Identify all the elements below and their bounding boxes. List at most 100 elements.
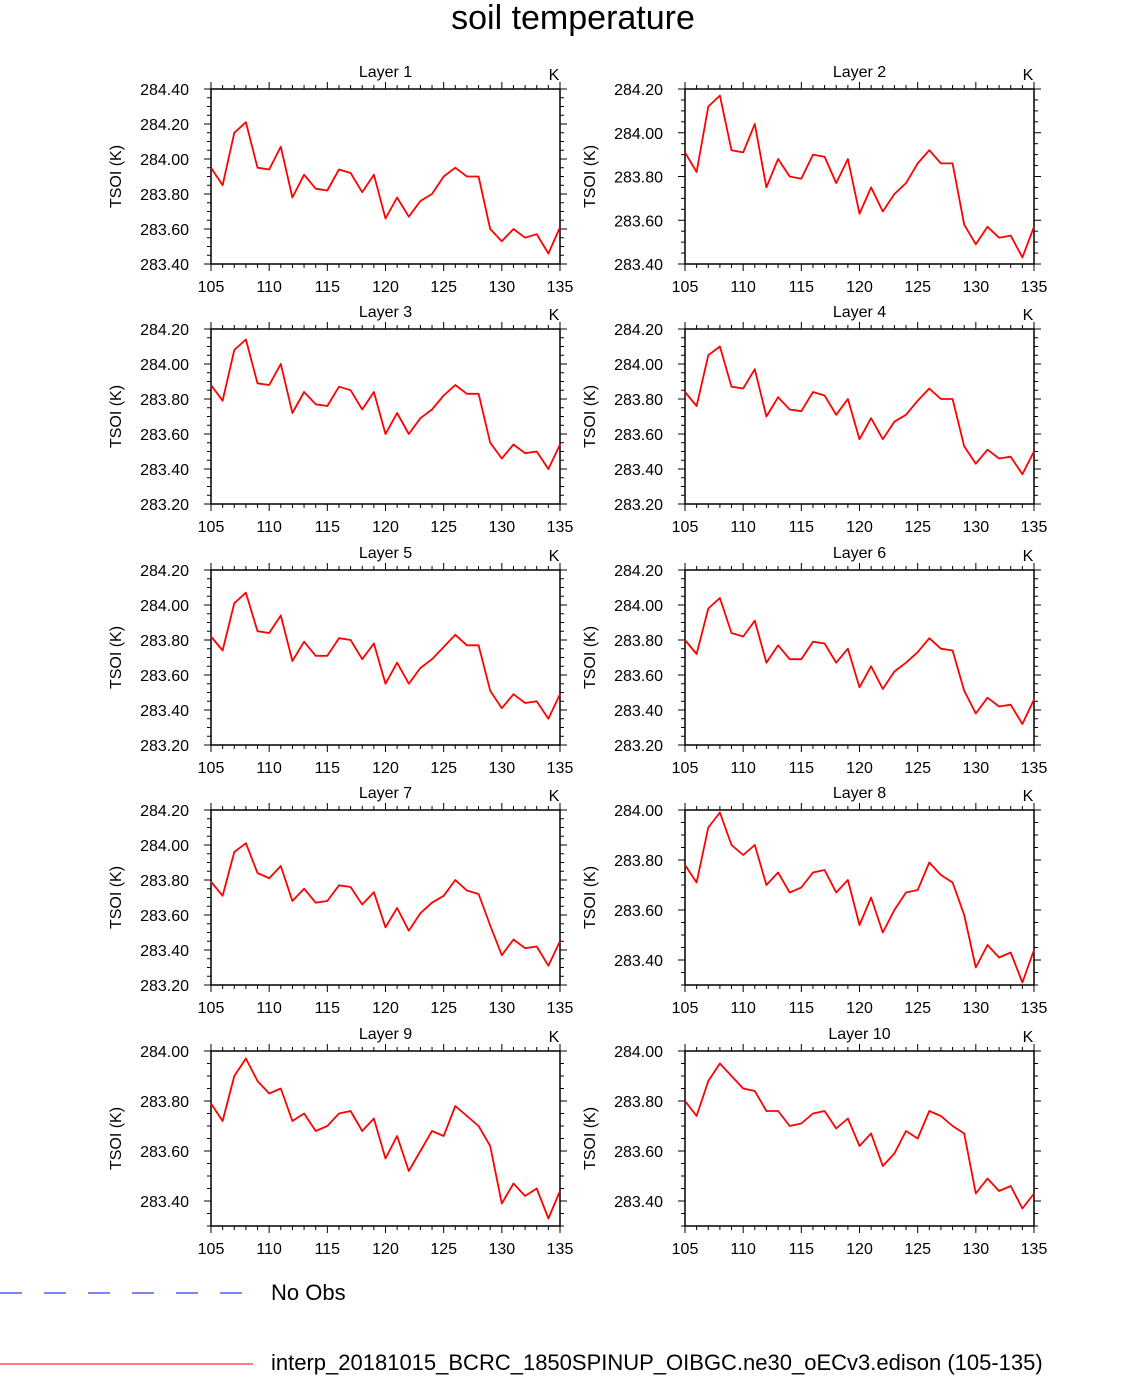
panel-units: K — [549, 548, 560, 565]
x-tick-label: 120 — [846, 1241, 873, 1258]
panel-units: K — [1023, 1029, 1034, 1046]
plot-frame — [684, 569, 1035, 746]
y-tick-label: 283.20 — [614, 497, 663, 514]
plot-frame — [210, 809, 561, 986]
panel-units: K — [1023, 307, 1034, 324]
x-tick-label: 120 — [372, 1241, 399, 1258]
x-tick-label: 125 — [904, 760, 931, 777]
legend-item-no-obs: No Obs — [0, 1280, 1146, 1310]
y-tick-label: 283.40 — [614, 703, 663, 720]
figure-title: soil temperature — [451, 0, 695, 37]
y-axis-label: TSOI (K) — [108, 145, 125, 208]
y-tick-label: 284.00 — [140, 152, 189, 169]
y-axis-label: TSOI (K) — [108, 1107, 125, 1170]
x-tick-label: 130 — [488, 760, 515, 777]
y-tick-label: 284.00 — [614, 803, 663, 820]
series-line — [684, 811, 1035, 984]
x-tick-label: 110 — [256, 760, 282, 777]
series-line — [684, 1062, 1035, 1210]
y-axis-label: TSOI (K) — [582, 385, 599, 448]
y-tick-label: 284.20 — [140, 803, 189, 820]
y-tick-label: 284.00 — [140, 357, 189, 374]
y-tick-label: 283.80 — [140, 873, 189, 890]
series-line — [684, 345, 1035, 476]
plot-frame — [684, 88, 1035, 265]
x-tick-label: 125 — [430, 760, 457, 777]
panel-layer-5: 105 110 115 120 125 130 135 283.20 283.40 283.60 2… — [108, 545, 573, 777]
x-tick-label: 130 — [488, 519, 515, 536]
y-axis-label: TSOI (K) — [582, 145, 599, 208]
y-tick-label: 283.40 — [614, 462, 663, 479]
x-tick-label: 120 — [372, 760, 399, 777]
panel-title: Layer 3 — [359, 304, 412, 321]
y-tick-label: 283.40 — [614, 257, 663, 274]
legend-label-model: interp_20181015_BCRC_1850SPINUP_OIBGC.ne… — [271, 1350, 1043, 1375]
panel-units: K — [1023, 788, 1034, 805]
panel-title: Layer 4 — [833, 304, 886, 321]
x-tick-label: 105 — [672, 279, 699, 296]
y-axis-label: TSOI (K) — [582, 626, 599, 689]
x-tick-label: 130 — [962, 279, 989, 296]
x-tick-label: 120 — [372, 279, 399, 296]
panel-layer-3: 105 110 115 120 125 130 135 283.20 283.40 283.60 2… — [108, 304, 573, 536]
x-tick-label: 135 — [1021, 519, 1048, 536]
y-tick-label: 283.40 — [140, 943, 189, 960]
x-tick-label: 115 — [789, 519, 815, 536]
plot-frame — [210, 569, 561, 746]
plot-frame — [684, 328, 1035, 505]
x-tick-label: 105 — [672, 1000, 699, 1017]
y-axis-label: TSOI (K) — [108, 385, 125, 448]
x-tick-label: 115 — [789, 1000, 815, 1017]
series-line — [210, 842, 561, 967]
y-tick-label: 284.00 — [140, 1044, 189, 1061]
y-axis-label: TSOI (K) — [582, 1107, 599, 1170]
panel-title: Layer 9 — [359, 1026, 412, 1043]
y-tick-label: 283.80 — [140, 392, 189, 409]
y-tick-label: 283.60 — [614, 668, 663, 685]
y-tick-label: 283.80 — [140, 187, 189, 204]
panel-layer-4: 105 110 115 120 125 130 135 283.20 283.40 283.60 2… — [582, 304, 1047, 536]
x-tick-label: 110 — [256, 1000, 282, 1017]
y-tick-label: 283.40 — [140, 257, 189, 274]
legend-item-model: interp_20181015_BCRC_1850SPINUP_OIBGC.ne… — [0, 1350, 1146, 1380]
legend-label-no-obs: No Obs — [271, 1280, 346, 1305]
panel-title: Layer 8 — [833, 785, 886, 802]
y-axis-label: TSOI (K) — [582, 866, 599, 929]
x-tick-label: 115 — [789, 279, 815, 296]
x-tick-label: 115 — [315, 760, 341, 777]
y-tick-label: 283.80 — [614, 1094, 663, 1111]
x-tick-label: 120 — [372, 519, 399, 536]
panel-layer-7: 105 110 115 120 125 130 135 283.20 283.40 283.60 2… — [108, 785, 573, 1017]
x-tick-label: 105 — [672, 519, 699, 536]
y-tick-label: 283.40 — [614, 953, 663, 970]
y-tick-label: 283.80 — [140, 633, 189, 650]
y-axis-label: TSOI (K) — [108, 866, 125, 929]
series-line — [684, 94, 1035, 259]
x-tick-label: 105 — [198, 1000, 225, 1017]
x-tick-label: 110 — [730, 760, 756, 777]
panel-title: Layer 1 — [359, 64, 412, 81]
x-tick-label: 120 — [846, 1000, 873, 1017]
series-line — [684, 597, 1035, 725]
y-tick-label: 283.60 — [614, 427, 663, 444]
y-tick-label: 283.80 — [614, 853, 663, 870]
x-tick-label: 110 — [730, 1241, 756, 1258]
x-tick-label: 125 — [904, 1000, 931, 1017]
y-tick-label: 283.60 — [614, 213, 663, 230]
x-tick-label: 135 — [547, 279, 574, 296]
plot-frame — [684, 1050, 1035, 1227]
x-tick-label: 130 — [488, 1241, 515, 1258]
y-tick-label: 284.00 — [614, 126, 663, 143]
y-tick-label: 284.00 — [140, 598, 189, 615]
panel-units: K — [1023, 67, 1034, 84]
x-tick-label: 135 — [1021, 1000, 1048, 1017]
y-tick-label: 284.00 — [614, 357, 663, 374]
x-tick-label: 105 — [198, 279, 225, 296]
x-tick-label: 110 — [256, 279, 282, 296]
panel-layer-10: 105 110 115 120 125 130 135 283.40 283.60 283.80 2… — [582, 1026, 1047, 1258]
panel-layer-8: 105 110 115 120 125 130 135 283.40 283.60 283.80 2… — [582, 785, 1047, 1017]
x-tick-label: 135 — [1021, 279, 1048, 296]
x-tick-label: 105 — [198, 760, 225, 777]
x-tick-label: 125 — [904, 279, 931, 296]
x-tick-label: 120 — [846, 519, 873, 536]
